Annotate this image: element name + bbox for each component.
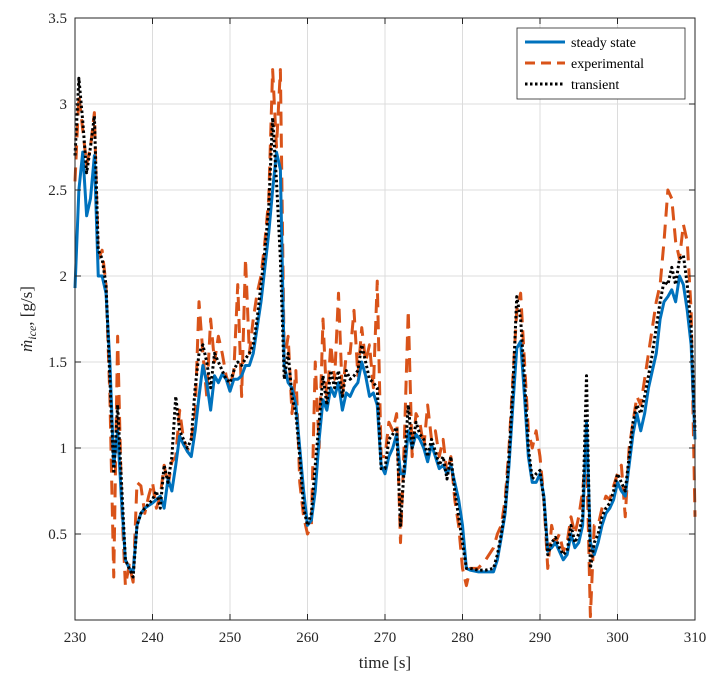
y-tick: 1 — [60, 441, 695, 457]
x-tick-label: 280 — [451, 630, 474, 646]
x-tick: 230 — [64, 18, 87, 646]
x-tick-label: 310 — [684, 630, 707, 646]
x-axis-label: time [s] — [359, 653, 411, 672]
x-tick: 240 — [141, 18, 164, 646]
legend: steady state experimental transient — [516, 27, 686, 100]
y-tick: 1.5 — [48, 355, 695, 371]
legend-entry-steady-state: steady state — [525, 36, 636, 51]
x-tick-label: 290 — [529, 630, 552, 646]
x-tick-label: 300 — [606, 630, 629, 646]
y-tick-label: 1.5 — [48, 355, 67, 371]
series-line-transient — [73, 76, 697, 579]
x-tick: 280 — [451, 18, 474, 646]
x-tick: 310 — [684, 18, 707, 646]
x-tick-label: 230 — [64, 630, 87, 646]
x-tick: 300 — [606, 18, 629, 646]
y-tick-label: 1 — [60, 441, 68, 457]
x-tick-label: 240 — [141, 630, 164, 646]
x-tick: 260 — [296, 18, 319, 646]
y-axis-ticks: 0.5 1 1.5 2 2.5 3 3.5 — [48, 11, 695, 543]
legend-label: transient — [571, 78, 619, 93]
y-tick-label: 3 — [60, 97, 68, 113]
y-tick-label: 2.5 — [48, 183, 67, 199]
x-axis-ticks: 230 240 250 260 270 280 290 300 310 — [64, 18, 707, 646]
y-tick: 0.5 — [48, 527, 695, 543]
series-line-experimental — [73, 68, 697, 619]
y-axis-label-main: ṁ — [17, 340, 36, 352]
series-layer — [73, 68, 697, 619]
x-tick: 270 — [374, 18, 397, 646]
y-tick: 2 — [60, 269, 695, 285]
x-tick-label: 250 — [219, 630, 242, 646]
y-tick: 3.5 — [48, 11, 695, 27]
x-tick: 250 — [219, 18, 242, 646]
series-line-steady-state — [73, 150, 697, 574]
legend-label: experimental — [571, 57, 644, 72]
legend-label: steady state — [571, 36, 636, 51]
legend-entry-transient: transient — [525, 78, 619, 93]
y-tick-label: 0.5 — [48, 527, 67, 543]
x-tick: 290 — [529, 18, 552, 646]
y-tick: 3 — [60, 97, 695, 113]
x-tick-label: 260 — [296, 630, 319, 646]
y-axis-label: ṁice, [g/s] — [17, 286, 39, 352]
y-tick: 2.5 — [48, 183, 695, 199]
legend-entry-experimental: experimental — [525, 57, 644, 72]
y-axis-label-subscript: ice — [25, 325, 39, 340]
y-tick-label: 3.5 — [48, 11, 67, 27]
y-axis-label-unit: , [g/s] — [17, 286, 36, 326]
x-tick-label: 270 — [374, 630, 397, 646]
plot-area: 230 240 250 260 270 280 290 300 310 0.5 1 1.5 2 2.5 3… — [48, 11, 706, 646]
y-tick-label: 2 — [60, 269, 68, 285]
